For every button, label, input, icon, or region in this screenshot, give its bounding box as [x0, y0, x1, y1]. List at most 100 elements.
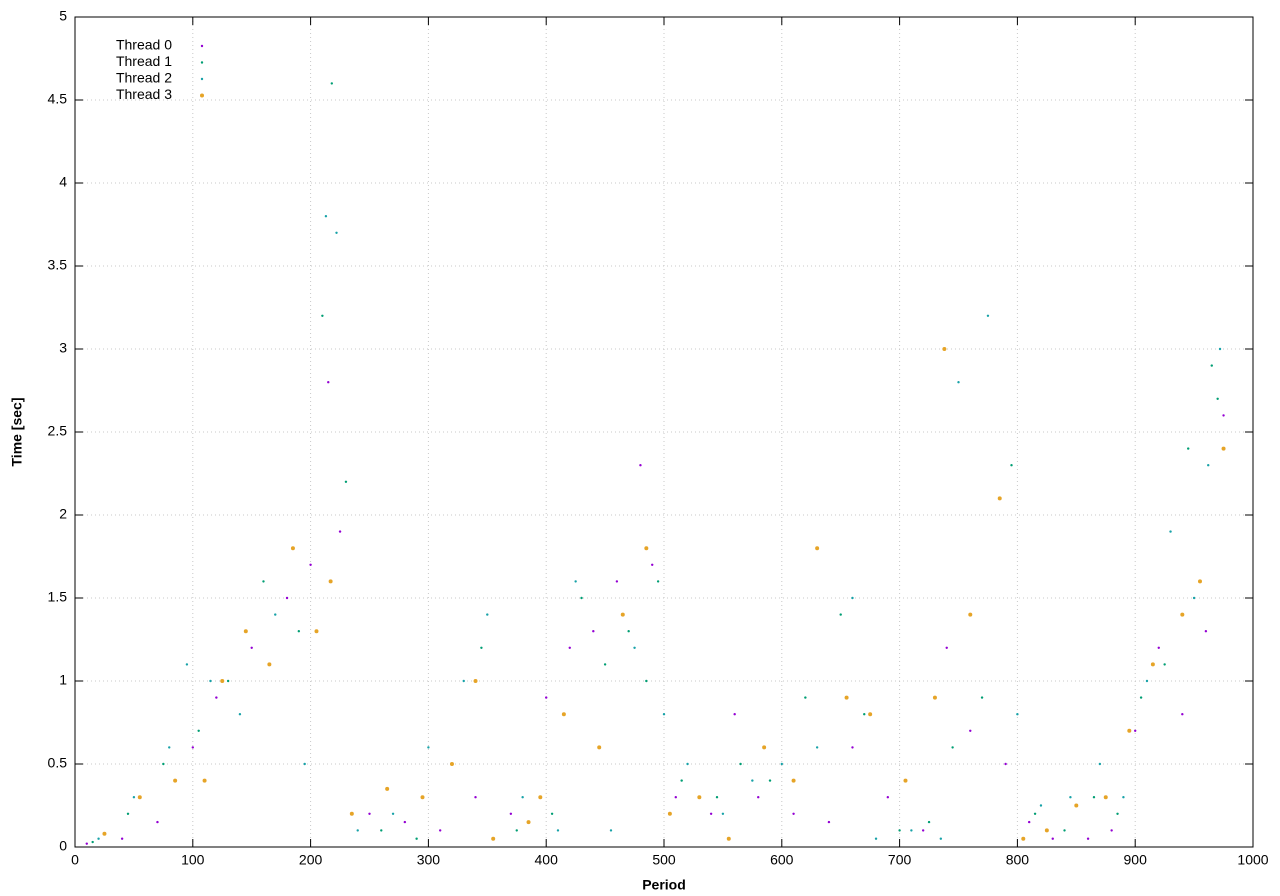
- legend-marker: [200, 93, 204, 98]
- x-tick-label: 400: [535, 852, 559, 868]
- legend-label: Thread 0: [116, 37, 172, 53]
- point: [1016, 713, 1019, 716]
- legend-marker: [200, 77, 204, 81]
- point: [957, 381, 960, 384]
- point: [1086, 837, 1090, 840]
- point: [1181, 713, 1184, 716]
- point: [120, 837, 124, 840]
- point: [243, 629, 248, 634]
- point: [580, 596, 583, 600]
- point: [627, 630, 630, 633]
- y-tick-label: 2: [59, 506, 67, 522]
- point: [1180, 612, 1185, 617]
- x-tick-label: 300: [417, 852, 441, 868]
- point: [356, 829, 359, 832]
- point: [480, 646, 483, 649]
- point: [927, 820, 931, 824]
- point: [1074, 803, 1079, 808]
- y-tick-label: 4: [59, 174, 67, 190]
- x-tick-label: 200: [299, 852, 323, 868]
- point: [615, 580, 619, 583]
- point: [1116, 812, 1119, 815]
- point: [768, 779, 772, 782]
- point: [762, 745, 767, 750]
- point: [344, 480, 348, 483]
- point: [733, 713, 736, 716]
- point: [420, 795, 425, 800]
- point: [980, 696, 984, 699]
- point: [792, 812, 795, 815]
- point: [1033, 812, 1037, 815]
- y-tick-label: 0: [59, 838, 67, 854]
- point: [197, 729, 200, 732]
- y-tick-label: 1.5: [48, 589, 68, 605]
- point: [1187, 447, 1190, 450]
- point: [651, 563, 654, 566]
- point: [91, 840, 94, 844]
- point: [1103, 795, 1108, 800]
- point: [1051, 837, 1054, 840]
- point: [597, 745, 602, 750]
- point: [314, 629, 319, 634]
- point: [491, 836, 496, 841]
- point: [1021, 836, 1026, 841]
- x-tick-label: 700: [888, 852, 912, 868]
- point: [538, 795, 543, 800]
- point: [1122, 796, 1125, 799]
- point: [185, 663, 189, 666]
- legend-marker: [200, 44, 204, 48]
- point: [526, 820, 531, 825]
- point: [791, 778, 796, 783]
- legend-label: Thread 3: [116, 86, 172, 102]
- point: [162, 762, 165, 766]
- point: [1222, 414, 1225, 417]
- y-tick-label: 3.5: [48, 257, 68, 273]
- point: [321, 314, 324, 317]
- point: [1092, 796, 1096, 799]
- point: [238, 713, 242, 716]
- point: [262, 580, 265, 583]
- point: [515, 829, 518, 832]
- x-tick-label: 800: [1006, 852, 1030, 868]
- point: [509, 812, 513, 815]
- point: [715, 796, 719, 799]
- x-tick-label: 900: [1124, 852, 1148, 868]
- point: [156, 820, 159, 824]
- point: [644, 546, 649, 551]
- x-tick-label: 100: [181, 852, 205, 868]
- point: [1145, 679, 1149, 683]
- point: [220, 679, 225, 683]
- point: [1010, 464, 1013, 467]
- point: [1044, 828, 1049, 833]
- point: [1063, 829, 1066, 832]
- point: [1192, 596, 1196, 600]
- point: [97, 837, 100, 840]
- point: [815, 746, 819, 749]
- point: [462, 679, 465, 683]
- point: [486, 613, 489, 616]
- point: [521, 796, 524, 799]
- point: [209, 679, 212, 683]
- point: [561, 712, 566, 717]
- point: [1163, 663, 1166, 666]
- point: [403, 820, 407, 824]
- point: [804, 696, 807, 699]
- point: [1150, 662, 1155, 667]
- point: [324, 215, 328, 218]
- point: [1027, 820, 1031, 824]
- point: [620, 612, 625, 617]
- point: [1204, 630, 1208, 633]
- point: [827, 820, 831, 824]
- point: [1169, 530, 1172, 533]
- point: [968, 612, 973, 617]
- point: [85, 842, 88, 845]
- point: [168, 746, 171, 749]
- point: [863, 713, 866, 716]
- point: [1139, 696, 1143, 699]
- point: [674, 796, 677, 799]
- point: [328, 579, 333, 584]
- point: [942, 347, 947, 351]
- point: [1197, 579, 1202, 584]
- point: [1216, 397, 1219, 400]
- x-tick-label: 600: [770, 852, 794, 868]
